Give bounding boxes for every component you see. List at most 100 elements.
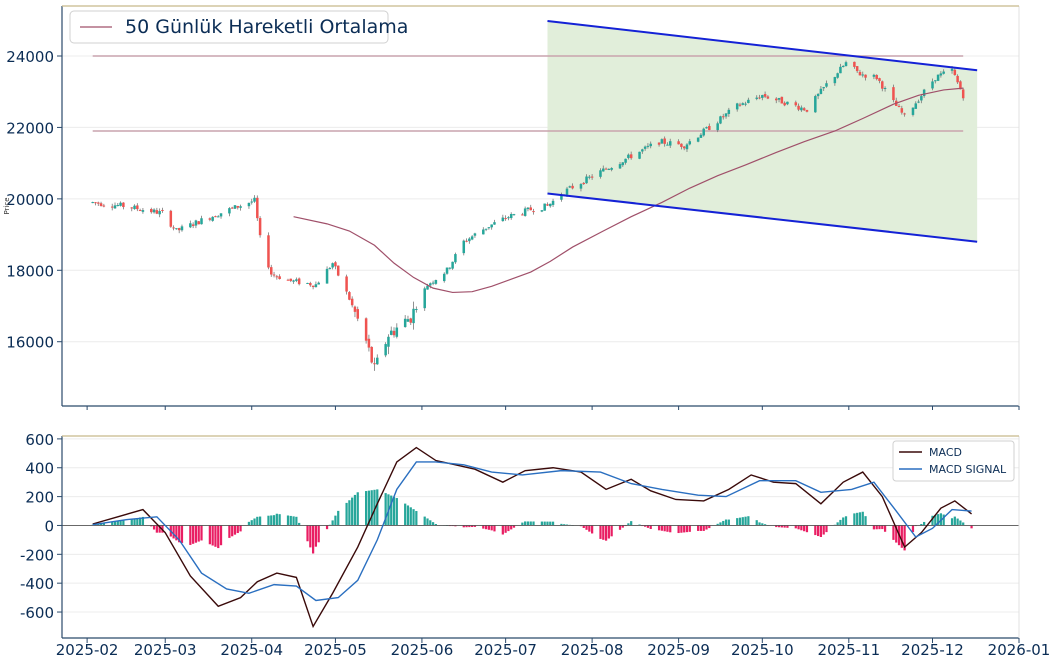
macd-histogram-bar	[267, 515, 270, 526]
candle-body	[833, 77, 837, 84]
candle-body	[309, 283, 312, 286]
macd-histogram-bar	[370, 490, 373, 526]
macd-histogram-bar	[122, 520, 125, 526]
macd-histogram-bar	[685, 525, 689, 533]
candle-body	[270, 267, 273, 275]
macd-histogram-bar	[295, 516, 298, 526]
candle-body	[155, 210, 159, 214]
candle-body	[864, 74, 867, 78]
macd-histogram-bar	[155, 525, 158, 533]
macd-histogram-bar	[724, 519, 728, 526]
candle-body	[649, 143, 652, 147]
macd-histogram-bar	[278, 514, 281, 526]
macd-ytick-label: -400	[20, 575, 54, 593]
candle-body	[230, 207, 234, 209]
macd-histogram-bar	[292, 516, 295, 526]
candle-body	[875, 74, 878, 80]
candle-body	[716, 123, 719, 131]
candle-body	[881, 81, 884, 89]
candle-body	[200, 218, 203, 225]
candle-body	[590, 176, 594, 178]
candle-body	[462, 240, 466, 254]
candle-body	[900, 108, 904, 113]
candle-body	[668, 141, 672, 146]
macd-histogram-bar	[345, 502, 348, 526]
macd-histogram-bar	[133, 518, 136, 526]
macd-histogram-bar	[334, 515, 337, 526]
macd-histogram-bar	[842, 517, 845, 526]
macd-histogram-bar	[192, 525, 195, 544]
candle-body	[741, 103, 745, 105]
price-ytick-label: 18000	[6, 262, 54, 280]
macd-histogram-bar	[409, 507, 412, 526]
candle-body	[727, 109, 731, 114]
macd-histogram-bar	[392, 496, 396, 526]
macd-histogram-bar	[956, 518, 959, 526]
candle-body	[950, 68, 954, 71]
macd-histogram-bar	[950, 518, 954, 526]
candle-body	[685, 144, 689, 150]
candle-body	[216, 216, 220, 218]
macd-histogram-bar	[406, 505, 410, 526]
macd-histogram-bar	[814, 525, 817, 536]
candle-body	[708, 125, 711, 130]
macd-histogram-bar	[275, 513, 278, 526]
candle-body	[755, 97, 758, 99]
macd-histogram-bar	[258, 516, 262, 526]
macd-histogram-bar	[434, 524, 437, 526]
macd-histogram-bar	[365, 491, 368, 526]
candle-body	[688, 141, 692, 145]
candle-body	[883, 87, 887, 89]
candle-body	[758, 97, 761, 99]
macd-histogram-bar	[314, 525, 318, 547]
macd-histogram-bar	[376, 489, 379, 526]
candle-body	[549, 203, 552, 207]
macd-histogram-bar	[200, 525, 203, 541]
candle-body	[646, 145, 650, 147]
macd-histogram-bar	[646, 525, 650, 528]
macd-histogram-bar	[591, 525, 594, 534]
macd-histogram-bar	[934, 514, 937, 526]
candle-body	[560, 195, 563, 200]
macd-histogram-bar	[272, 515, 276, 526]
macd-histogram-bar	[697, 525, 700, 531]
candle-body	[872, 74, 876, 77]
macd-histogram-bar	[150, 525, 153, 527]
macd-histogram-bar	[253, 518, 256, 526]
macd-histogram-bar	[800, 525, 803, 531]
macd-histogram-bar	[602, 525, 605, 540]
macd-histogram-bar	[217, 525, 220, 549]
candle-body	[819, 88, 823, 94]
macd-histogram-bar	[311, 525, 315, 554]
macd-histogram-bar	[468, 525, 471, 528]
candle-body	[141, 210, 145, 212]
macd-histogram-bar	[663, 525, 666, 532]
macd-histogram-bar	[630, 521, 633, 526]
price-ytick-label: 20000	[6, 191, 54, 209]
macd-histogram-bar	[493, 525, 496, 532]
macd-histogram-bar	[878, 525, 881, 530]
candle-body	[442, 273, 446, 282]
macd-histogram-bar	[942, 514, 945, 526]
candle-body	[696, 137, 700, 142]
candle-body	[794, 102, 798, 106]
macd-histogram-bar	[415, 511, 418, 526]
macd-histogram-bar	[803, 525, 806, 532]
candle-body	[582, 182, 586, 185]
candle-body	[802, 108, 806, 111]
candle-body	[814, 96, 817, 113]
macd-histogram-bar	[627, 523, 630, 526]
candle-body	[953, 69, 957, 76]
macd-histogram-bar	[423, 516, 426, 526]
macd-histogram-bar	[473, 525, 477, 527]
candle-body	[465, 240, 468, 242]
macd-histogram-bar	[172, 525, 175, 539]
candle-body	[150, 208, 153, 213]
xtick-label: 2025-02	[56, 641, 119, 659]
candle-body	[211, 216, 214, 221]
macd-histogram-bar	[738, 517, 742, 526]
candle-body	[568, 186, 572, 188]
macd-histogram-bar	[744, 516, 747, 526]
macd-histogram-bar	[208, 525, 211, 545]
macd-histogram-bar	[501, 525, 504, 535]
